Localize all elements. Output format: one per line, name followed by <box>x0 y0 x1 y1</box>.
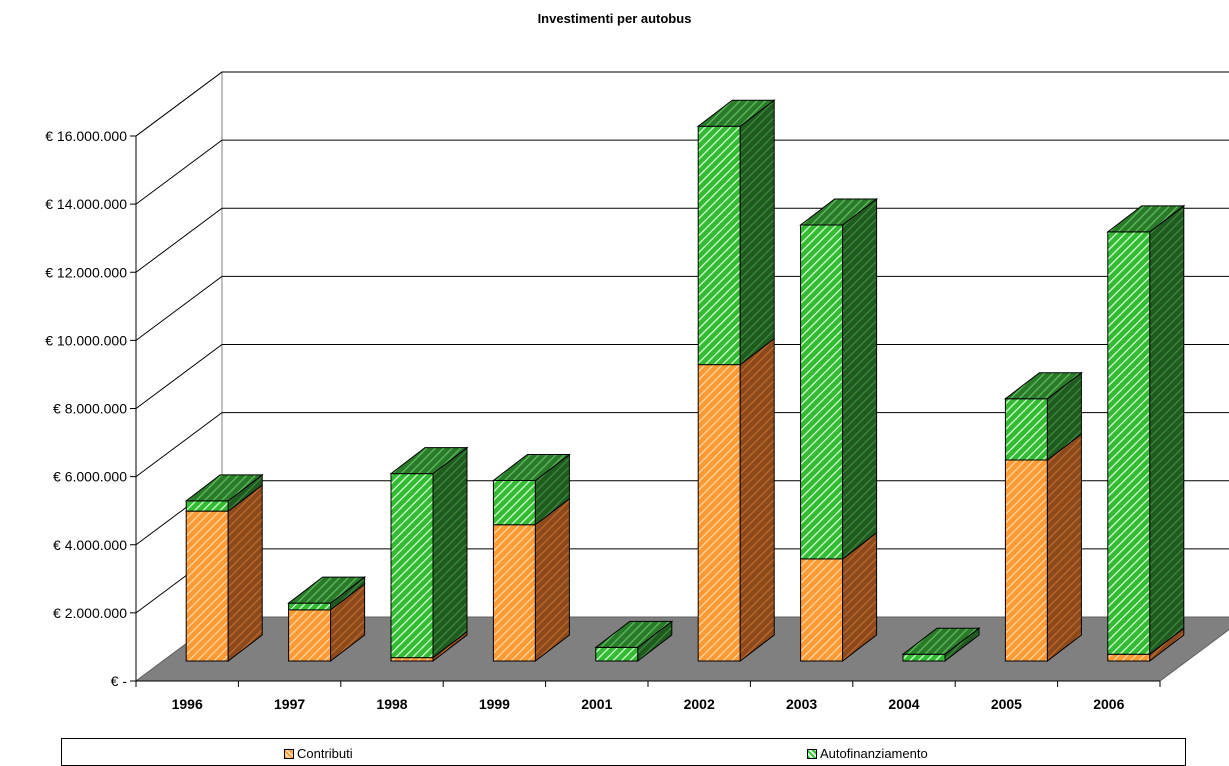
x-tick-label: 1998 <box>376 696 407 712</box>
bar-front <box>595 646 639 662</box>
bar-top <box>287 576 367 604</box>
bar-side <box>227 484 263 663</box>
chart-title: Investimenti per autobus <box>537 11 692 26</box>
bar-top <box>184 474 264 502</box>
bar-side <box>534 497 570 663</box>
y-tick-label: € 8.000.000 <box>53 401 127 417</box>
bar-top <box>901 627 981 655</box>
bar-2004-autofinanziamento <box>901 627 981 663</box>
gridline <box>135 412 1229 478</box>
y-tick-label: € 6.000.000 <box>53 469 127 485</box>
bar-2003-contributi <box>800 531 878 663</box>
legend: Contributi Autofinanziamento <box>61 738 1186 766</box>
bar-front <box>1107 653 1151 662</box>
bar-1997-contributi <box>288 582 366 663</box>
bar-front <box>697 364 741 662</box>
bar-top <box>1106 205 1186 233</box>
bar-front <box>288 602 332 611</box>
y-tick-label: € 12.000.000 <box>45 264 127 280</box>
legend-label-contributi: Contributi <box>297 746 353 761</box>
bar-side <box>1149 204 1185 656</box>
bar-side <box>739 99 775 366</box>
gridline <box>135 344 1229 409</box>
legend-swatch-autofinanziamento <box>807 748 817 759</box>
bar-2003-autofinanziamento <box>799 197 879 560</box>
legend-swatch-contributi <box>284 748 294 759</box>
x-tick-label: 2006 <box>1093 696 1124 712</box>
x-tick-label: 2001 <box>581 696 612 712</box>
bar-top <box>491 453 571 481</box>
bar-front <box>1004 398 1048 461</box>
bar-2006-contributi <box>1107 627 1185 663</box>
y-tick-label: € 16.000.000 <box>45 128 127 144</box>
bar-top <box>389 447 469 475</box>
bar-side <box>739 337 775 663</box>
y-tick-label: € 10.000.000 <box>45 332 127 348</box>
x-tick-label: 1997 <box>274 696 305 712</box>
bar-2001-autofinanziamento <box>594 620 674 663</box>
legend-item-autofinanziamento: Autofinanziamento <box>807 746 928 761</box>
bar-1999-autofinanziamento <box>491 453 571 526</box>
y-tick-label: € 14.000.000 <box>45 196 127 212</box>
bar-1996-autofinanziamento <box>184 473 264 513</box>
bar-front <box>1107 231 1151 655</box>
bar-top <box>594 620 674 648</box>
bar-front <box>800 224 844 560</box>
bar-front <box>185 510 229 662</box>
bar-top <box>799 198 879 226</box>
gridline <box>135 275 1229 341</box>
bar-front <box>492 524 536 662</box>
gridline <box>135 139 1229 205</box>
bar-front <box>390 473 434 659</box>
bar-top <box>696 99 776 127</box>
bar-side <box>432 446 468 659</box>
bar-front <box>288 609 332 662</box>
x-tick-label: 2004 <box>888 696 919 712</box>
y-tick-label: € 4.000.000 <box>53 537 127 553</box>
bar-1998-autofinanziamento <box>389 446 469 659</box>
bar-front <box>902 653 946 662</box>
y-tick-label: € - <box>111 673 128 689</box>
x-tick-label: 1996 <box>172 696 203 712</box>
bar-2002-contributi <box>697 337 775 663</box>
bar-2006-autofinanziamento <box>1106 204 1186 656</box>
bar-front <box>800 558 844 662</box>
bar-side <box>842 197 878 560</box>
bar-top <box>1003 372 1083 400</box>
bar-front <box>390 657 434 662</box>
bar-side <box>1046 433 1082 663</box>
bar-1999-contributi <box>492 497 570 663</box>
bar-front <box>697 125 741 366</box>
legend-item-contributi: Contributi <box>284 746 353 761</box>
bar-front <box>492 479 536 526</box>
gridline <box>135 207 1229 273</box>
chart-plot: € - € 2.000.000 € 4.000.000 € 6.000.000 € 8.… <box>45 71 1229 712</box>
x-tick-label: 2003 <box>786 696 817 712</box>
y-tick-label: € 2.000.000 <box>53 605 127 621</box>
x-tick-label: 2005 <box>991 696 1022 712</box>
bar-1997-autofinanziamento <box>287 576 367 611</box>
legend-label-autofinanziamento: Autofinanziamento <box>820 746 928 761</box>
x-tick-label: 2002 <box>684 696 715 712</box>
bar-2002-autofinanziamento <box>696 99 776 366</box>
bar-2005-contributi <box>1004 433 1082 663</box>
gridline <box>135 71 1229 137</box>
bar-2005-autofinanziamento <box>1003 371 1083 462</box>
bar-front <box>185 500 229 512</box>
x-tick-label: 1999 <box>479 696 510 712</box>
bar-front <box>1004 459 1048 662</box>
